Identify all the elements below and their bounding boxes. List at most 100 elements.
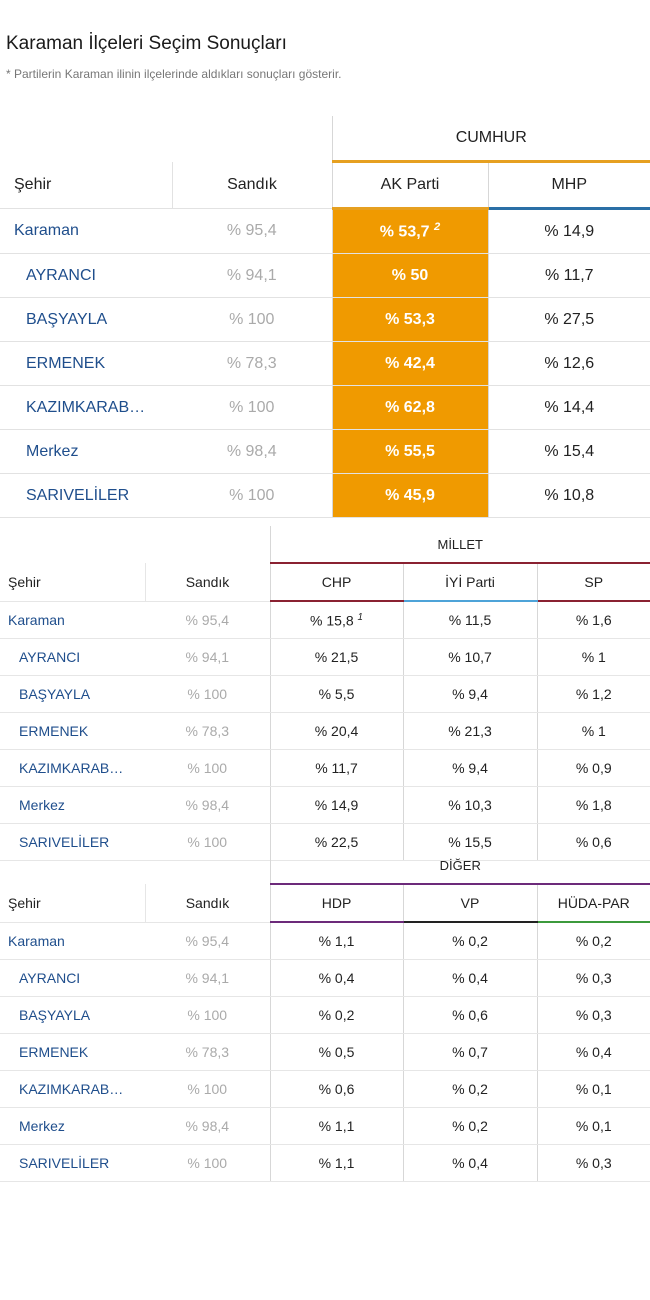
- city-link[interactable]: Merkez: [0, 786, 145, 824]
- table-row: Karaman % 95,4 % 53,7 2 % 14,9: [0, 208, 650, 254]
- hdp-value: % 1,1: [269, 1144, 403, 1182]
- hdp-value: % 0,2: [269, 996, 403, 1034]
- city-link[interactable]: ERMENEK: [0, 341, 172, 386]
- vp-value: % 0,7: [402, 1033, 537, 1071]
- hdp-value: % 0,6: [269, 1070, 403, 1108]
- city-link[interactable]: SARIVELİLER: [0, 473, 172, 518]
- table-row: ERMENEK % 78,3 % 20,4 % 21,3 % 1: [0, 712, 650, 750]
- column-header-akparti: AK Parti: [331, 161, 488, 210]
- mhp-value: % 10,8: [487, 473, 650, 518]
- city-link[interactable]: AYRANCI: [0, 253, 172, 298]
- group-header-millet: MİLLET: [269, 526, 650, 564]
- box-rate: % 78,3: [145, 712, 270, 750]
- mhp-value: % 14,9: [487, 208, 650, 254]
- akparti-value: % 50: [331, 253, 488, 298]
- sp-value: % 0,9: [536, 749, 650, 787]
- city-link[interactable]: Merkez: [0, 1107, 145, 1145]
- sp-value: % 1: [536, 638, 650, 676]
- vp-value: % 0,4: [402, 1144, 537, 1182]
- city-link[interactable]: BAŞYAYLA: [0, 297, 172, 342]
- chp-value: % 15,8 1: [269, 601, 403, 639]
- iyi-value: % 11,5: [402, 601, 537, 639]
- footnote-marker: 1: [357, 611, 363, 623]
- millet-results-table: MİLLET Şehir Sandık CHP İYİ Parti SP Kar…: [0, 526, 650, 861]
- city-link[interactable]: KAZIMKARAB…: [0, 385, 172, 430]
- table-row: Karaman % 95,4 % 1,1 % 0,2 % 0,2: [0, 922, 650, 960]
- city-link[interactable]: Karaman: [0, 601, 145, 639]
- mhp-value: % 14,4: [487, 385, 650, 430]
- table-row: Merkez % 98,4 % 1,1 % 0,2 % 0,1: [0, 1107, 650, 1145]
- mhp-value: % 11,7: [487, 253, 650, 298]
- akparti-value: % 42,4: [331, 341, 488, 386]
- city-link[interactable]: Karaman: [0, 922, 145, 960]
- group-header-cumhur: CUMHUR: [331, 116, 650, 163]
- city-link[interactable]: AYRANCI: [0, 638, 145, 676]
- box-rate: % 95,4: [145, 922, 270, 960]
- column-header-iyi: İYİ Parti: [402, 563, 537, 602]
- iyi-value: % 10,3: [402, 786, 537, 824]
- table-row: ERMENEK % 78,3 % 42,4 % 12,6: [0, 341, 650, 386]
- city-link[interactable]: AYRANCI: [0, 959, 145, 997]
- sp-value: % 1,8: [536, 786, 650, 824]
- box-rate: % 95,4: [172, 208, 332, 254]
- box-rate: % 98,4: [145, 786, 270, 824]
- city-link[interactable]: SARIVELİLER: [0, 823, 145, 861]
- box-rate: % 78,3: [145, 1033, 270, 1071]
- hudapar-value: % 0,3: [536, 1144, 650, 1182]
- box-rate: % 94,1: [172, 253, 332, 298]
- box-rate: % 100: [145, 749, 270, 787]
- column-header-hudapar: HÜDA-PAR: [536, 884, 650, 923]
- box-rate: % 100: [145, 1070, 270, 1108]
- page-subtitle: * Partilerin Karaman ilinin ilçelerinde …: [6, 67, 342, 81]
- hdp-value: % 1,1: [269, 1107, 403, 1145]
- box-rate: % 94,1: [145, 638, 270, 676]
- mhp-value: % 15,4: [487, 429, 650, 474]
- hudapar-value: % 0,2: [536, 922, 650, 960]
- group-header-diger: DİĞER: [269, 847, 650, 885]
- column-header-hdp: HDP: [269, 884, 403, 923]
- chp-value: % 5,5: [269, 675, 403, 713]
- table-row: ERMENEK % 78,3 % 0,5 % 0,7 % 0,4: [0, 1033, 650, 1071]
- vp-value: % 0,2: [402, 1107, 537, 1145]
- akparti-value: % 45,9: [331, 473, 488, 518]
- akparti-value: % 62,8: [331, 385, 488, 430]
- box-rate: % 78,3: [172, 341, 332, 386]
- iyi-value: % 21,3: [402, 712, 537, 750]
- city-link[interactable]: Merkez: [0, 429, 172, 474]
- box-rate: % 98,4: [145, 1107, 270, 1145]
- sp-value: % 1: [536, 712, 650, 750]
- chp-value: % 21,5: [269, 638, 403, 676]
- column-header-city: Şehir: [0, 884, 145, 923]
- chp-value: % 11,7: [269, 749, 403, 787]
- city-link[interactable]: BAŞYAYLA: [0, 675, 145, 713]
- hudapar-value: % 0,1: [536, 1107, 650, 1145]
- sp-value: % 1,6: [536, 601, 650, 639]
- sp-value: % 1,2: [536, 675, 650, 713]
- vp-value: % 0,4: [402, 959, 537, 997]
- chp-value: % 20,4: [269, 712, 403, 750]
- table-row: KAZIMKARAB… % 100 % 11,7 % 9,4 % 0,9: [0, 749, 650, 787]
- table-row: SARIVELİLER % 100 % 45,9 % 10,8: [0, 473, 650, 518]
- box-rate: % 95,4: [145, 601, 270, 639]
- hudapar-value: % 0,3: [536, 959, 650, 997]
- akparti-value: % 53,7 2: [331, 208, 488, 254]
- box-rate: % 100: [145, 823, 270, 861]
- column-header-box: Sandık: [144, 563, 270, 602]
- city-link[interactable]: Karaman: [0, 208, 172, 254]
- table-row: Merkez % 98,4 % 55,5 % 15,4: [0, 429, 650, 474]
- city-link[interactable]: ERMENEK: [0, 1033, 145, 1071]
- column-header-box: Sandık: [171, 161, 332, 209]
- cumhur-results-table: CUMHUR Şehir Sandık AK Parti MHP Karaman…: [0, 116, 650, 518]
- city-link[interactable]: BAŞYAYLA: [0, 996, 145, 1034]
- city-link[interactable]: SARIVELİLER: [0, 1144, 145, 1182]
- mhp-value: % 27,5: [487, 297, 650, 342]
- city-link[interactable]: ERMENEK: [0, 712, 145, 750]
- city-link[interactable]: KAZIMKARAB…: [0, 1070, 145, 1108]
- iyi-value: % 9,4: [402, 749, 537, 787]
- column-header-vp: VP: [402, 884, 537, 923]
- city-link[interactable]: KAZIMKARAB…: [0, 749, 145, 787]
- table-row: KAZIMKARAB… % 100 % 0,6 % 0,2 % 0,1: [0, 1070, 650, 1108]
- column-header-sp: SP: [536, 563, 650, 602]
- column-header-mhp: MHP: [487, 161, 650, 210]
- table-row: BAŞYAYLA % 100 % 0,2 % 0,6 % 0,3: [0, 996, 650, 1034]
